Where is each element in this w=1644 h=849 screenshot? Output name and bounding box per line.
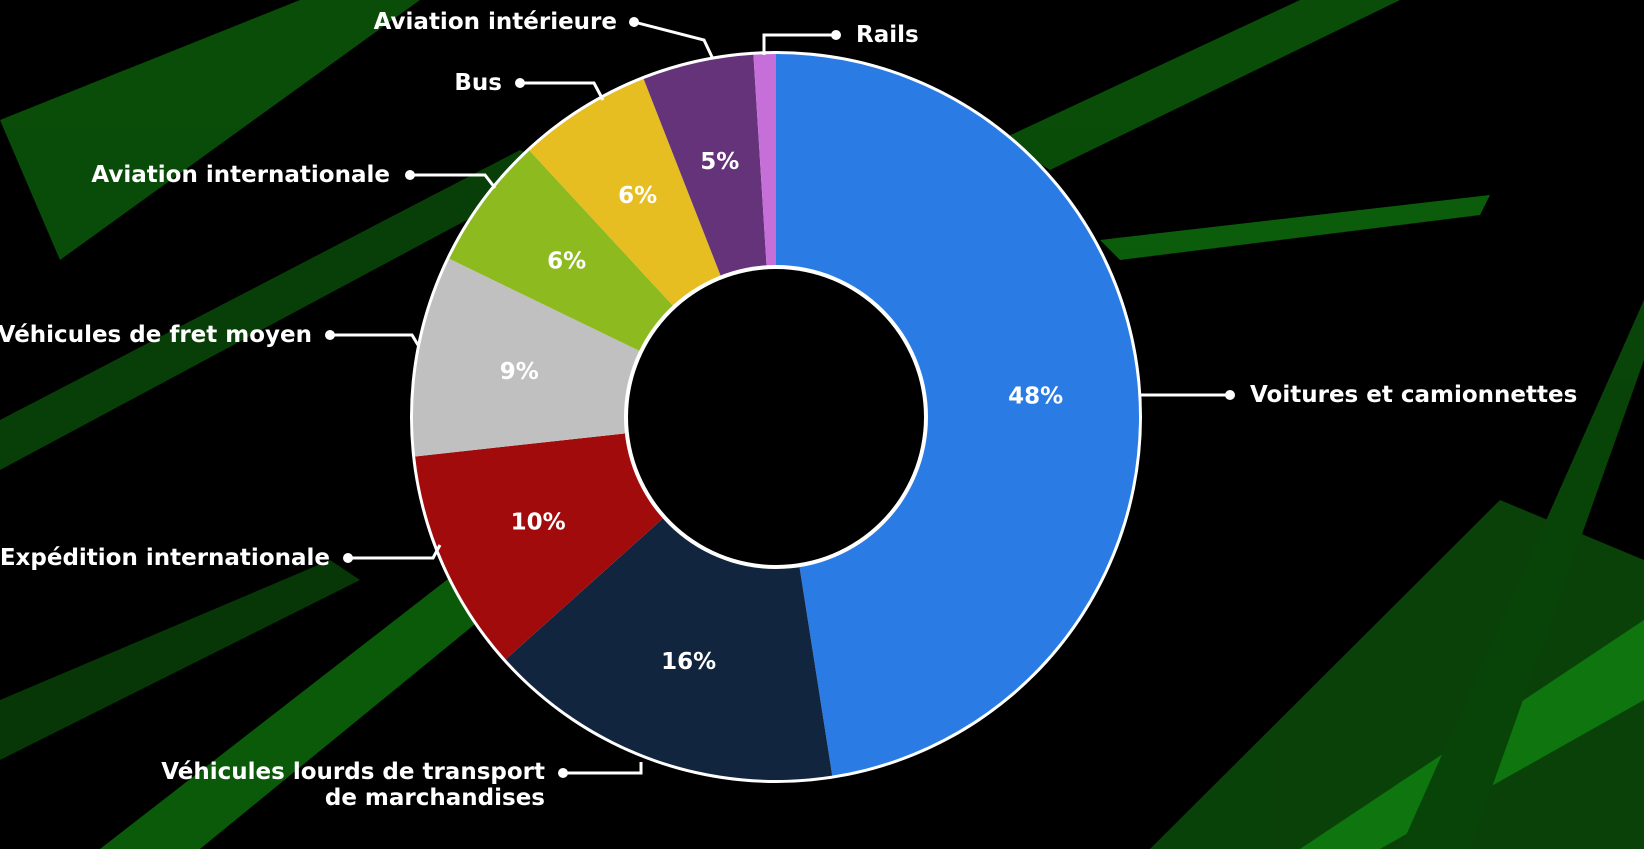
donut-slice xyxy=(415,433,665,660)
leader-dot xyxy=(629,17,639,27)
donut-slice xyxy=(643,54,767,278)
category-label: Véhicules lourds de transport de marchan… xyxy=(161,759,545,811)
value-label: 9% xyxy=(500,359,539,385)
category-label: Aviation internationale xyxy=(91,162,390,188)
donut-hole xyxy=(628,269,924,565)
category-label: Véhicules de fret moyen xyxy=(0,322,312,348)
leader-dot xyxy=(343,553,353,563)
leader-dot xyxy=(831,30,841,40)
donut-slice xyxy=(412,258,641,457)
donut-slice xyxy=(505,517,833,780)
category-label: Expédition internationale xyxy=(0,545,330,571)
donut-slice xyxy=(529,78,722,307)
value-label: 10% xyxy=(511,510,566,536)
leader-line xyxy=(348,544,442,560)
category-label: Rails xyxy=(856,22,919,48)
category-label: Bus xyxy=(454,70,502,96)
value-label: 6% xyxy=(618,183,657,209)
donut-slice xyxy=(776,54,1140,776)
value-label: 48% xyxy=(1008,383,1063,409)
leader-line xyxy=(563,762,643,775)
leader-line xyxy=(633,20,714,58)
leader-dot xyxy=(515,78,525,88)
leader-line xyxy=(520,81,605,101)
leader-dot xyxy=(405,170,415,180)
donut-slice xyxy=(753,54,776,268)
leader-line xyxy=(762,33,836,55)
leader-line xyxy=(330,333,420,346)
category-label: Aviation intérieure xyxy=(373,9,617,35)
leader-dot xyxy=(1225,390,1235,400)
donut-slice xyxy=(449,150,675,352)
leader-dot xyxy=(558,768,568,778)
value-label: 6% xyxy=(547,248,586,274)
value-label: 5% xyxy=(700,149,739,175)
leader-line xyxy=(410,173,497,189)
category-label: Voitures et camionnettes xyxy=(1250,382,1578,408)
leader-dot xyxy=(325,330,335,340)
value-label: 16% xyxy=(661,649,716,675)
